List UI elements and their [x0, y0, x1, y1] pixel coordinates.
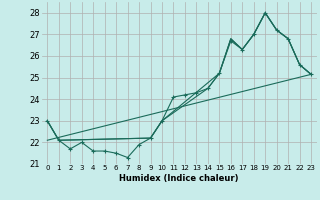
X-axis label: Humidex (Indice chaleur): Humidex (Indice chaleur) — [119, 174, 239, 183]
